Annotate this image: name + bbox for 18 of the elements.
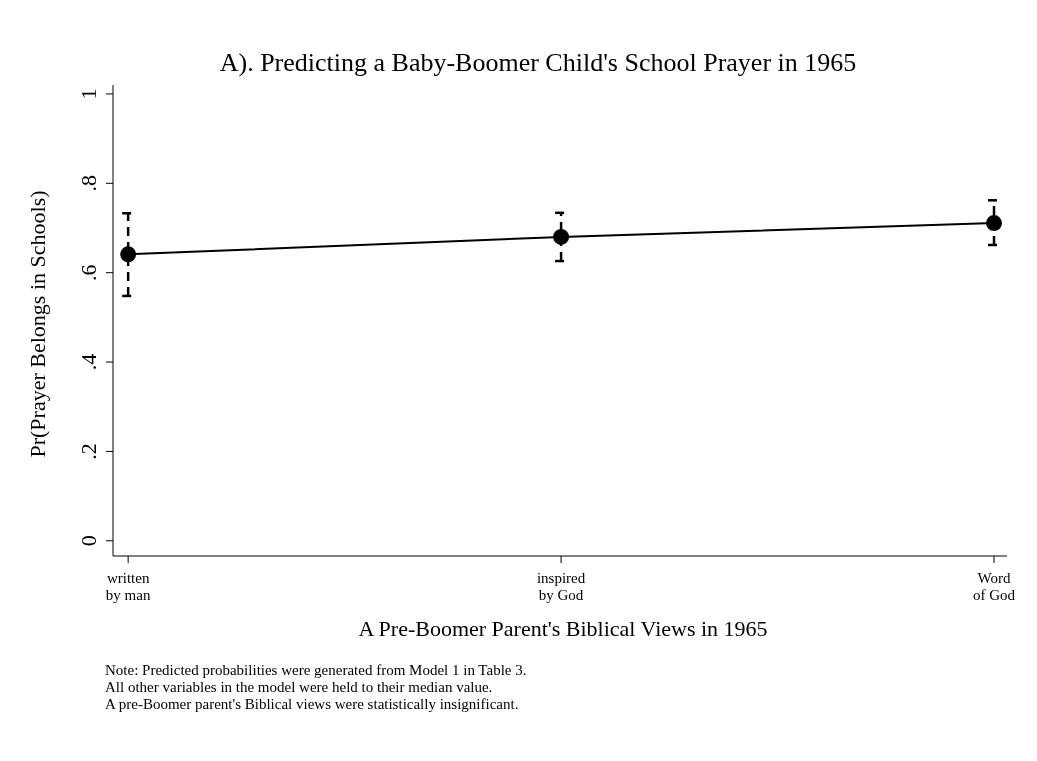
x-tick-label: written by man: [105, 570, 151, 603]
y-axis-title: Pr(Prayer Belongs in Schools): [25, 190, 51, 458]
text: A pre-Boomer parent's Biblical views were statistically insignificant.: [105, 696, 520, 713]
x-tick-label: Word of God: [972, 570, 1016, 603]
text: Note: Predicted probabilities were generated from Model 1 in Table 3.: [105, 662, 527, 679]
y-tick-label: .8: [76, 175, 101, 192]
y-tick-label: .6: [76, 264, 101, 281]
text: All other variables in the model were held to their median value.: [105, 679, 494, 696]
x-tick-label: inspired by God: [536, 570, 586, 603]
y-tick-label: 1: [76, 88, 101, 100]
chart-title: A). Predicting a Baby-Boomer Child's School Prayer in 1965: [218, 48, 858, 78]
y-tick-label: .4: [76, 353, 101, 371]
y-tick-label: .2: [76, 443, 101, 460]
y-tick-label: 0: [76, 535, 101, 547]
point: [553, 228, 570, 245]
point: [986, 215, 1003, 232]
x-axis-title: A Pre-Boomer Parent's Biblical Views in 1965: [357, 616, 769, 642]
point: [120, 246, 137, 263]
